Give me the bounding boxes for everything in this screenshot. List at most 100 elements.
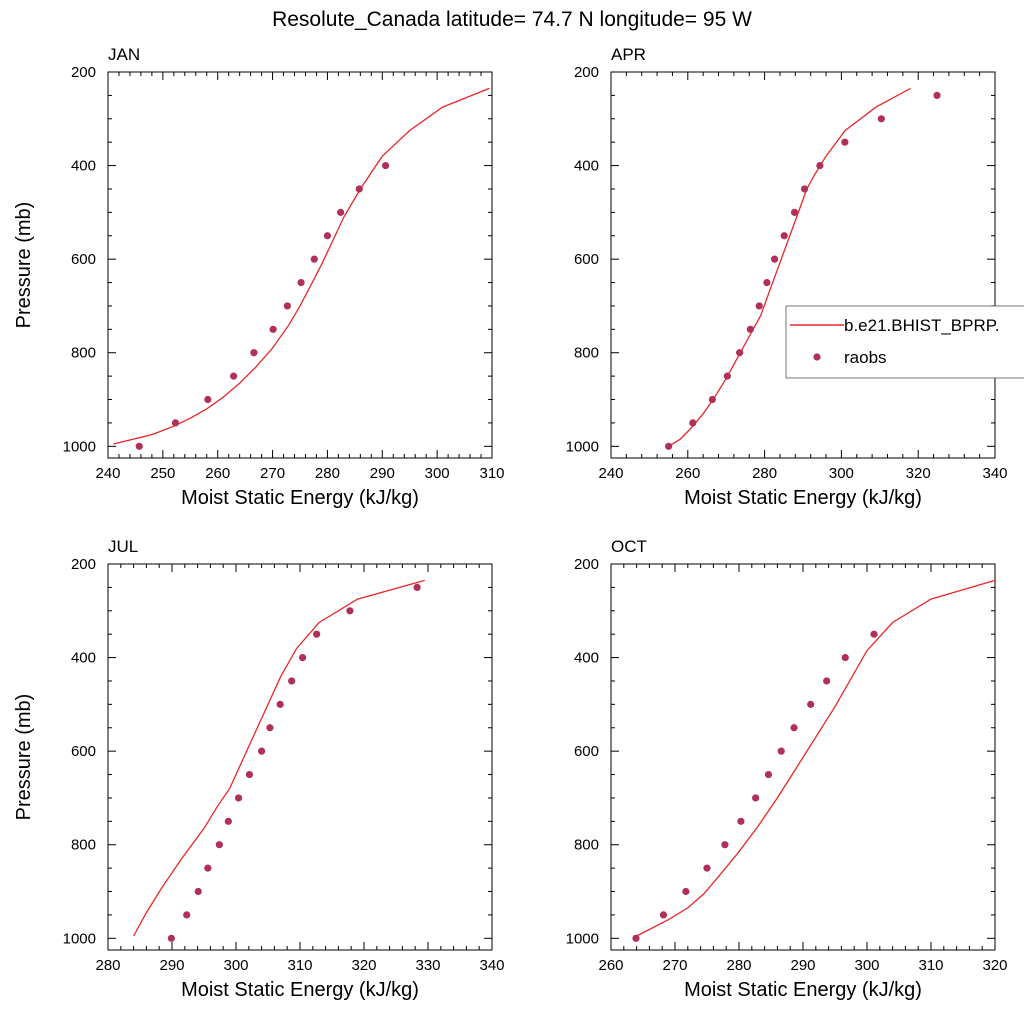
raobs-point	[752, 794, 760, 802]
raobs-point	[183, 911, 191, 919]
legend-obs-marker-sample	[813, 353, 821, 361]
raobs-point	[800, 185, 809, 193]
y-tick-label: 200	[71, 556, 96, 573]
y-tick-label: 1000	[63, 930, 96, 947]
panel-title: APR	[611, 45, 646, 64]
legend-obs-label: raobs	[844, 348, 887, 367]
raobs-point	[234, 794, 243, 802]
raobs-point	[258, 747, 266, 755]
x-tick-label: 320	[906, 465, 931, 482]
raobs-point	[266, 724, 274, 732]
raobs-point	[297, 278, 305, 287]
x-tick-label: 260	[205, 465, 230, 482]
raobs-point	[298, 653, 307, 662]
panel-title: OCT	[611, 537, 647, 556]
raobs-point	[288, 677, 296, 685]
x-tick-label: 280	[315, 465, 340, 482]
legend: b.e21.BHIST_BPRP. raobs	[785, 305, 1024, 379]
x-tick-label: 250	[150, 465, 175, 482]
y-axis-title: Pressure (mb)	[13, 202, 35, 329]
raobs-point	[659, 911, 668, 919]
x-tick-label: 310	[479, 465, 504, 482]
raobs-point	[313, 630, 321, 638]
raobs-point	[723, 372, 731, 380]
panel-jul: 280 290 300 310 320 330 340 200 400 600 800 1000 JUL…	[13, 537, 505, 1001]
raobs-point	[346, 607, 354, 615]
raobs-point	[224, 817, 232, 825]
raobs-point	[310, 255, 318, 263]
raobs-point	[336, 208, 345, 216]
legend-box	[785, 305, 1024, 379]
x-tick-label: 300	[829, 465, 854, 482]
x-tick-label: 320	[982, 957, 1007, 974]
y-tick-label: 600	[574, 743, 599, 760]
raobs-point	[823, 677, 831, 685]
raobs-point	[764, 770, 773, 779]
y-axis-title: Pressure (mb)	[13, 694, 35, 821]
x-tick-label: 330	[415, 957, 440, 974]
x-axis-title: Moist Static Energy (kJ/kg)	[181, 487, 419, 509]
panel-title: JAN	[108, 45, 140, 64]
y-tick-label: 400	[71, 650, 96, 667]
raobs-point	[381, 161, 390, 170]
x-tick-label: 240	[598, 465, 623, 482]
raobs-point	[736, 349, 744, 357]
x-tick-label: 240	[95, 465, 120, 482]
x-tick-label: 320	[351, 957, 376, 974]
raobs-point	[276, 700, 284, 708]
raobs-point	[167, 934, 175, 942]
model-profile-line	[668, 87, 911, 447]
x-tick-label: 300	[223, 957, 248, 974]
raobs-point	[194, 887, 202, 896]
raobs-point	[877, 115, 885, 123]
x-tick-label: 280	[752, 465, 777, 482]
raobs-point	[870, 630, 878, 638]
y-tick-label: 800	[574, 837, 599, 854]
raobs-point	[721, 841, 729, 849]
raobs-point	[632, 934, 640, 942]
legend-model-label: b.e21.BHIST_BPRP.	[844, 316, 1000, 335]
panel-jan: 240 250 260 270 280 290 300 310 200 400 600 800 1000…	[13, 45, 505, 509]
x-tick-label: 260	[598, 957, 623, 974]
raobs-point	[283, 302, 291, 310]
raobs-point	[665, 442, 673, 450]
y-tick-label: 600	[71, 743, 96, 760]
x-tick-label: 280	[95, 957, 120, 974]
raobs-point	[777, 747, 785, 755]
raobs-point	[933, 91, 941, 99]
y-tick-label: 1000	[63, 438, 96, 455]
raobs-point	[355, 185, 363, 193]
raobs-point	[135, 442, 143, 450]
y-tick-label: 200	[574, 64, 599, 81]
x-tick-label: 270	[260, 465, 285, 482]
x-tick-label: 290	[370, 465, 395, 482]
x-tick-label: 340	[479, 957, 504, 974]
raobs-point	[250, 349, 258, 357]
y-tick-label: 400	[574, 158, 599, 175]
raobs-point	[763, 278, 771, 287]
raobs-point	[841, 653, 849, 662]
panel-apr: 240 260 280 300 320 340 200 400 600 800 1000 APR Moi…	[566, 45, 1008, 509]
y-tick-label: 400	[71, 158, 96, 175]
panel-oct: 260 270 280 290 300 310 320 200 400 600 800 1000 OCT…	[566, 537, 1008, 1001]
raobs-point	[816, 161, 824, 170]
raobs-point	[689, 419, 697, 427]
x-tick-label: 290	[159, 957, 184, 974]
y-tick-label: 800	[71, 837, 96, 854]
y-tick-label: 400	[574, 650, 599, 667]
raobs-point	[413, 583, 421, 591]
model-profile-line	[113, 87, 490, 445]
raobs-point	[245, 770, 254, 779]
x-tick-label: 290	[790, 957, 815, 974]
model-profile-line	[636, 579, 996, 937]
x-tick-label: 300	[854, 957, 879, 974]
y-tick-label: 200	[574, 556, 599, 573]
raobs-point	[790, 724, 798, 732]
x-axis-title: Moist Static Energy (kJ/kg)	[684, 979, 922, 1001]
raobs-point	[841, 138, 849, 146]
x-tick-label: 310	[287, 957, 312, 974]
x-tick-label: 300	[425, 465, 450, 482]
y-tick-label: 600	[574, 251, 599, 268]
raobs-point	[708, 395, 716, 404]
